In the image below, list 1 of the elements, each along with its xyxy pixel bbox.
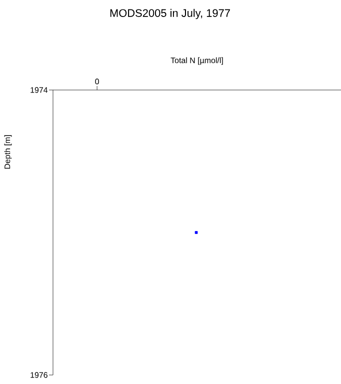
chart-title: MODS2005 in July, 1977 bbox=[110, 8, 230, 20]
